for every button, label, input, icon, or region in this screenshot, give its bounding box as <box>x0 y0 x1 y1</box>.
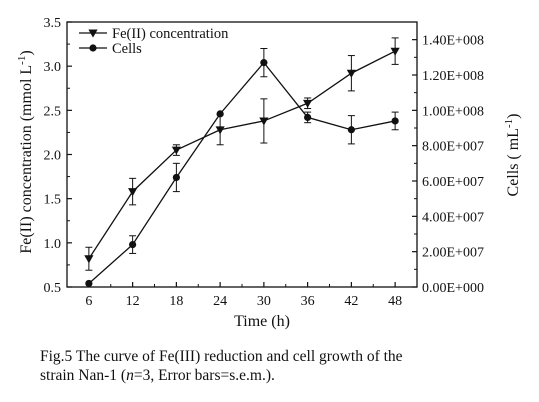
cells-series <box>85 48 399 288</box>
left-y-axis: 0.5 1.0 1.5 2.0 2.5 3.0 3.5 <box>44 16 72 296</box>
fe-ii-legend-marker <box>88 29 98 38</box>
x-tick-label: 30 <box>257 294 271 309</box>
left-y-tick-label: 2.0 <box>44 149 62 164</box>
dual-axis-line-chart: 0.5 1.0 1.5 2.0 2.5 3.0 3.5 0.00E+000 2.00E+007… <box>16 16 522 330</box>
fe-ii-point <box>303 99 313 108</box>
left-y-axis-title-main: Fe(II) concentration (mmol L <box>18 65 35 254</box>
left-y-axis-title-end: ) <box>18 50 35 55</box>
cells-point <box>129 241 137 249</box>
series-layer <box>84 37 400 288</box>
fe-ii-point <box>215 126 225 135</box>
x-tick-label: 12 <box>126 294 140 309</box>
cells-point <box>391 117 399 125</box>
left-y-tick-label: 1.0 <box>44 237 62 252</box>
cells-point <box>216 110 224 118</box>
fe-ii-point <box>84 255 94 264</box>
x-tick-label: 6 <box>85 294 92 309</box>
caption-line-2-end: =3, Error bars=s.e.m.). <box>133 367 275 384</box>
right-y-tick-label: 0.00E+000 <box>422 281 484 296</box>
fe-ii-point <box>128 188 138 197</box>
fe-ii-point <box>390 47 400 56</box>
left-y-tick-label: 0.5 <box>44 281 62 296</box>
x-tick-label: 36 <box>301 294 315 309</box>
fe-ii-series <box>84 37 400 271</box>
cells-point <box>260 59 268 67</box>
left-y-tick-label: 3.5 <box>44 16 62 31</box>
x-axis-title: Time (h) <box>234 313 290 330</box>
right-y-tick-label: 1.40E+008 <box>422 34 484 49</box>
cells-legend-marker <box>89 44 97 52</box>
right-y-tick-label: 1.20E+008 <box>422 69 484 84</box>
figure-caption: Fig.5 The curve of Fe(III) reduction and… <box>40 347 530 385</box>
right-y-axis-title-main: Cells ( mL <box>505 128 522 196</box>
right-y-tick-label: 8.00E+007 <box>422 140 484 155</box>
right-y-axis-title: Cells ( mL-1) <box>503 114 522 197</box>
left-y-tick-label: 2.5 <box>44 104 62 119</box>
fe-ii-point <box>171 146 181 155</box>
left-y-tick-label: 1.5 <box>44 193 62 208</box>
caption-n-symbol: n <box>126 367 134 384</box>
x-tick-label: 18 <box>169 294 183 309</box>
caption-line-2: strain Nan-1 (n=3, Error bars=s.e.m.). <box>40 366 530 385</box>
left-y-axis-title: Fe(II) concentration (mmol L-1) <box>16 50 35 253</box>
x-tick-label: 48 <box>388 294 402 309</box>
right-y-tick-label: 1.00E+008 <box>422 104 484 119</box>
fe-ii-point <box>259 117 269 126</box>
cells-point <box>172 173 180 182</box>
right-y-axis: 0.00E+000 2.00E+007 4.00E+007 6.00E+007 8.00… <box>412 34 484 296</box>
fe-ii-line <box>88 50 396 260</box>
fe-ii-point <box>346 69 356 78</box>
caption-line-2-start: strain Nan-1 ( <box>40 367 127 384</box>
right-y-tick-label: 2.00E+007 <box>422 246 484 261</box>
left-y-tick-label: 3.0 <box>44 60 62 75</box>
x-tick-label: 42 <box>344 294 358 309</box>
left-y-axis-title-sup: -1 <box>16 56 28 65</box>
x-tick-label: 24 <box>213 294 227 309</box>
plot-border <box>66 21 418 288</box>
caption-line-1: Fig.5 The curve of Fe(III) reduction and… <box>40 348 403 365</box>
plot-frame <box>66 21 418 288</box>
cells-point <box>85 279 93 288</box>
cells-legend-label: Cells <box>112 41 142 57</box>
cells-point <box>304 113 312 121</box>
cells-point <box>347 126 355 134</box>
right-y-tick-label: 4.00E+007 <box>422 210 484 225</box>
cells-line <box>88 61 396 284</box>
right-y-tick-label: 6.00E+007 <box>422 175 484 190</box>
right-y-axis-title-end: ) <box>505 114 522 119</box>
right-y-axis-title-sup: -1 <box>503 119 515 128</box>
fe-ii-legend-label: Fe(II) concentration <box>112 26 229 42</box>
x-axis: 6 12 18 24 30 36 42 48 <box>85 282 402 309</box>
